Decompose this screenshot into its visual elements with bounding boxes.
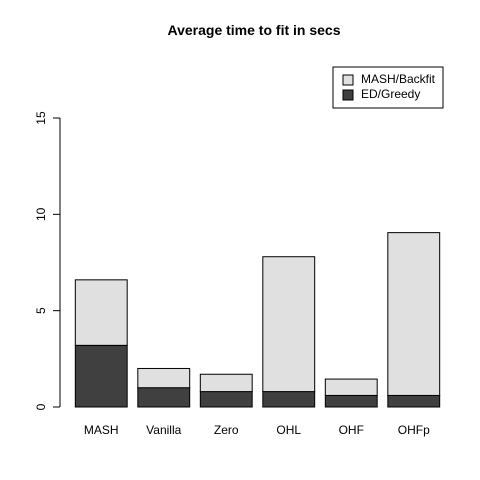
bar-ohfp-ed-greedy: [387, 394, 441, 408]
y-tick-label-10: 10: [34, 207, 48, 221]
bar-ohf-ed-greedy: [324, 394, 378, 408]
y-tick-label-5: 5: [34, 307, 48, 314]
bar-ohl-mash-backfit: [262, 256, 316, 393]
legend-swatch-ed-greedy: [342, 89, 354, 101]
x-tick-label-mash: MASH: [84, 423, 119, 437]
chart-title: Average time to fit in secs: [168, 22, 341, 38]
bar-vanilla-ed-greedy: [137, 387, 191, 408]
x-tick-label-zero: Zero: [214, 423, 239, 437]
x-axis-labels: MASH Vanilla Zero OHL OHF OHFp: [84, 423, 430, 437]
legend-swatch-mash-backfit: [342, 74, 354, 86]
x-tick-label-vanilla: Vanilla: [146, 423, 181, 437]
bar-zero-ed-greedy: [199, 391, 253, 408]
bar-vanilla-mash-backfit: [137, 367, 191, 389]
x-tick-label-ohf: OHF: [339, 423, 364, 437]
legend-box: [332, 66, 444, 109]
bar-ohfp-mash-backfit: [387, 232, 441, 396]
y-tick-label-15: 15: [34, 111, 48, 125]
x-tick-label-ohl: OHL: [276, 423, 301, 437]
bar-zero-mash-backfit: [199, 373, 253, 393]
bar-ohf-mash-backfit: [324, 378, 378, 396]
legend-label-ed-greedy: ED/Greedy: [361, 87, 420, 101]
y-tick-label-0: 0: [34, 403, 48, 410]
bars: [74, 232, 441, 408]
bar-mash-mash-backfit: [74, 279, 128, 346]
x-tick-label-ohfp: OHFp: [398, 423, 430, 437]
y-axis: 0 5 10 15: [34, 111, 61, 410]
legend-label-mash-backfit: MASH/Backfit: [361, 72, 436, 86]
bar-ohl-ed-greedy: [262, 391, 316, 408]
bar-mash-ed-greedy: [74, 344, 128, 408]
